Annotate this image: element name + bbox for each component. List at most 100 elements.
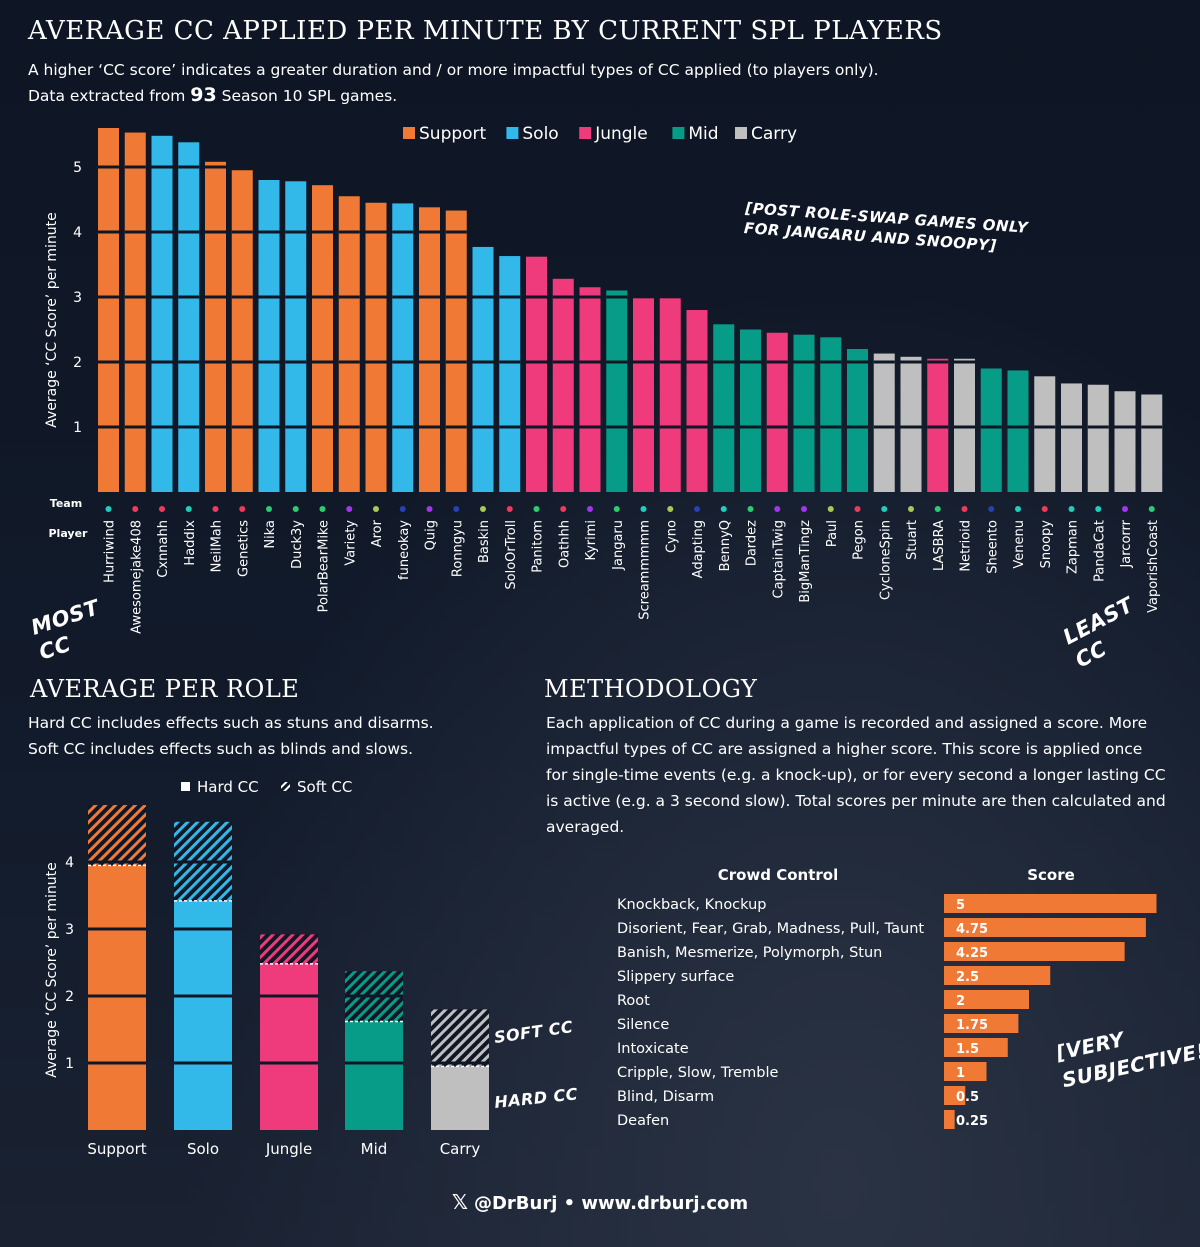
bar-gridline-gap (285, 425, 307, 429)
bar-gridline-gap (606, 295, 628, 299)
bar-gridline-gap (526, 360, 547, 364)
bar-gridline-gap (178, 295, 200, 299)
bar (873, 353, 895, 492)
bar-gridline-gap (365, 230, 387, 234)
bar-gridline-gap (847, 425, 868, 429)
bar-gridline-gap (231, 360, 253, 364)
bar-gridline-gap (88, 860, 146, 864)
bar-gridline-gap (633, 425, 654, 429)
bar-gridline-gap (392, 425, 414, 429)
role-cc-chart: Average ‘CC Score’ per minute 1 2 3 4 Hard CC… (44, 778, 579, 1158)
bar-gridline-gap (260, 1061, 318, 1065)
y-tick-label: 2 (73, 355, 82, 371)
bar-gridline-gap (431, 1061, 489, 1065)
team-dot (881, 506, 888, 512)
bar-gridline-gap (552, 295, 574, 299)
team-dot (720, 506, 727, 512)
bar-gridline-gap (151, 295, 173, 299)
team-dot (506, 506, 513, 512)
bar (392, 203, 414, 492)
soft-cc-bar (260, 934, 318, 964)
hard-cc-bar (345, 1021, 403, 1130)
player-label: Duck3y (290, 520, 305, 569)
bar-gridline-gap (98, 165, 119, 169)
team-dot (426, 506, 433, 512)
cc-type-label: Silence (617, 1017, 669, 1033)
team-dot (453, 506, 460, 512)
bar (954, 358, 975, 492)
bar (740, 329, 761, 492)
player-label: Pegon (852, 520, 867, 560)
bar-gridline-gap (345, 994, 403, 998)
bar-gridline-gap (98, 230, 119, 234)
player-label: Genetics (236, 520, 251, 577)
team-dot (1041, 506, 1048, 512)
bar (419, 207, 440, 493)
bar-gridline-gap (954, 360, 975, 364)
y-axis-label: Average ‘CC Score’ per minute (44, 862, 60, 1078)
bar-gridline-gap (927, 425, 949, 429)
bar-gridline-gap (285, 360, 307, 364)
team-dot (105, 506, 112, 512)
bar-gridline-gap (499, 295, 521, 299)
bar-gridline-gap (345, 1061, 403, 1065)
player-label: Snoopy (1039, 520, 1054, 569)
player-label: Jarcorrr (1119, 519, 1134, 568)
bar-gridline-gap (174, 1061, 232, 1065)
player-label: Hurriwind (103, 520, 118, 583)
hard-cc-bar (431, 1066, 489, 1130)
bar-gridline-gap (205, 165, 226, 169)
team-dot (239, 506, 246, 512)
bar (606, 290, 628, 492)
soft-cc-bar (431, 1009, 489, 1067)
legend-swatch (735, 127, 747, 139)
bar (499, 256, 521, 492)
score-value-label: 5 (956, 898, 965, 913)
bar-gridline-gap (312, 360, 333, 364)
player-label: BennyQ (718, 520, 733, 571)
team-dot (587, 506, 593, 512)
bar-gridline-gap (579, 360, 601, 364)
bar (579, 287, 601, 492)
post-role-swap-note: [POST ROLE-SWAP GAMES ONLYFOR JANGARU AN… (742, 199, 1030, 257)
least-cc-annotation: LEASTCC (1059, 592, 1151, 672)
bar-gridline-gap (499, 360, 521, 364)
bar-gridline-gap (633, 360, 654, 364)
bar-gridline-gap (820, 360, 842, 364)
player-label: Screammmmm (638, 520, 653, 620)
score-value-label: 2 (956, 994, 965, 1009)
team-dot (373, 506, 379, 512)
player-label: Panitom (531, 520, 546, 573)
bar-gridline-gap (205, 230, 226, 234)
role-section-title: AVERAGE PER ROLE (30, 675, 300, 703)
bar-gridline-gap (285, 295, 307, 299)
bar-gridline-gap (338, 360, 360, 364)
team-dot (560, 506, 567, 512)
team-dot (132, 506, 139, 512)
bar (151, 135, 173, 493)
score-bar (944, 1086, 966, 1105)
soft-cc-annotation: SOFT CC (493, 1017, 574, 1047)
player-label: Paul (825, 520, 840, 547)
bar-gridline-gap (88, 1061, 146, 1065)
team-dot (613, 506, 620, 512)
team-dot (212, 506, 219, 512)
team-dot (667, 506, 674, 512)
bar-gridline-gap (124, 360, 146, 364)
player-label: VaporishCoast (1146, 520, 1161, 613)
very-subjective-annotation: [VERYSUBJECTIVE!] (1053, 1009, 1200, 1093)
bar-gridline-gap (258, 295, 280, 299)
crowd-control-header: Crowd Control (718, 866, 839, 884)
bar-gridline-gap (606, 425, 628, 429)
bar-gridline-gap (766, 425, 788, 429)
y-tick-label: 4 (65, 855, 74, 871)
bar-gridline-gap (686, 425, 708, 429)
bar-gridline-gap (258, 230, 280, 234)
bar-gridline-gap (178, 425, 200, 429)
score-value-label: 1 (956, 1066, 965, 1081)
bar-gridline-gap (419, 295, 440, 299)
bar (124, 132, 146, 493)
bar-gridline-gap (174, 927, 232, 931)
bar-gridline-gap (445, 230, 467, 234)
soft-cc-legend-swatch (281, 782, 290, 791)
